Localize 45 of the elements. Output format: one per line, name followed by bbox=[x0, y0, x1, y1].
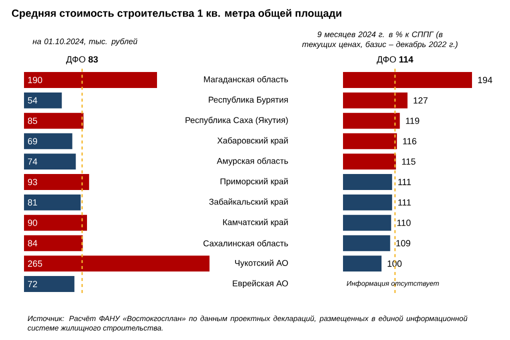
data-label: 194 bbox=[478, 76, 492, 84]
bar bbox=[24, 133, 72, 150]
bar bbox=[24, 235, 83, 252]
data-label: 109 bbox=[396, 240, 410, 246]
bar bbox=[24, 174, 90, 190]
y-tick-label: Республика Саха (Якутия) bbox=[186, 116, 288, 125]
chart-title: Средняя стоимость строительства 1 кв. метра общей площади bbox=[12, 9, 342, 19]
ref-line-label: ДФО 83 bbox=[66, 56, 98, 64]
data-label: 265 bbox=[28, 260, 42, 267]
y-tick-label: Амурская область bbox=[216, 158, 288, 166]
y-tick-label: Камчатский край bbox=[223, 218, 288, 227]
data-label: 119 bbox=[406, 118, 420, 124]
data-label: 81 bbox=[28, 199, 38, 206]
data-label: 190 bbox=[28, 76, 42, 84]
data-label: 111 bbox=[398, 199, 411, 206]
ref-line-label: ДФО 114 bbox=[376, 56, 414, 64]
bar bbox=[24, 214, 88, 231]
data-label: 84 bbox=[28, 240, 38, 246]
y-tick-label: Хабаровский край bbox=[217, 137, 288, 146]
bar bbox=[24, 154, 76, 170]
data-label: 54 bbox=[28, 97, 38, 104]
y-tick-label: Чукотский АО bbox=[235, 260, 288, 268]
data-label: 111 bbox=[398, 178, 411, 186]
data-label: 93 bbox=[28, 178, 38, 186]
bar bbox=[24, 92, 62, 108]
data-label: 74 bbox=[28, 158, 38, 165]
bar bbox=[24, 256, 210, 272]
y-tick-label: Приморский край bbox=[220, 178, 288, 186]
data-label: 90 bbox=[28, 220, 38, 226]
y-tick-label: Республика Бурятия bbox=[208, 96, 288, 104]
data-label: 116 bbox=[403, 138, 416, 144]
data-label: 69 bbox=[28, 138, 38, 144]
y-tick-label: Еврейская АО bbox=[232, 280, 288, 288]
data-label: 115 bbox=[402, 158, 416, 165]
bar bbox=[24, 112, 84, 129]
data-label: 72 bbox=[28, 280, 38, 288]
data-label: 85 bbox=[28, 118, 38, 124]
data-label: 110 bbox=[397, 220, 411, 226]
bar bbox=[24, 72, 158, 88]
bar bbox=[24, 276, 74, 292]
y-tick-label: Магаданская область bbox=[204, 76, 288, 84]
y-tick-label: Забайкальский край bbox=[209, 198, 288, 206]
bar bbox=[24, 194, 81, 210]
data-label: 127 bbox=[414, 97, 428, 104]
y-tick-label: Сахалинская область bbox=[204, 240, 288, 246]
